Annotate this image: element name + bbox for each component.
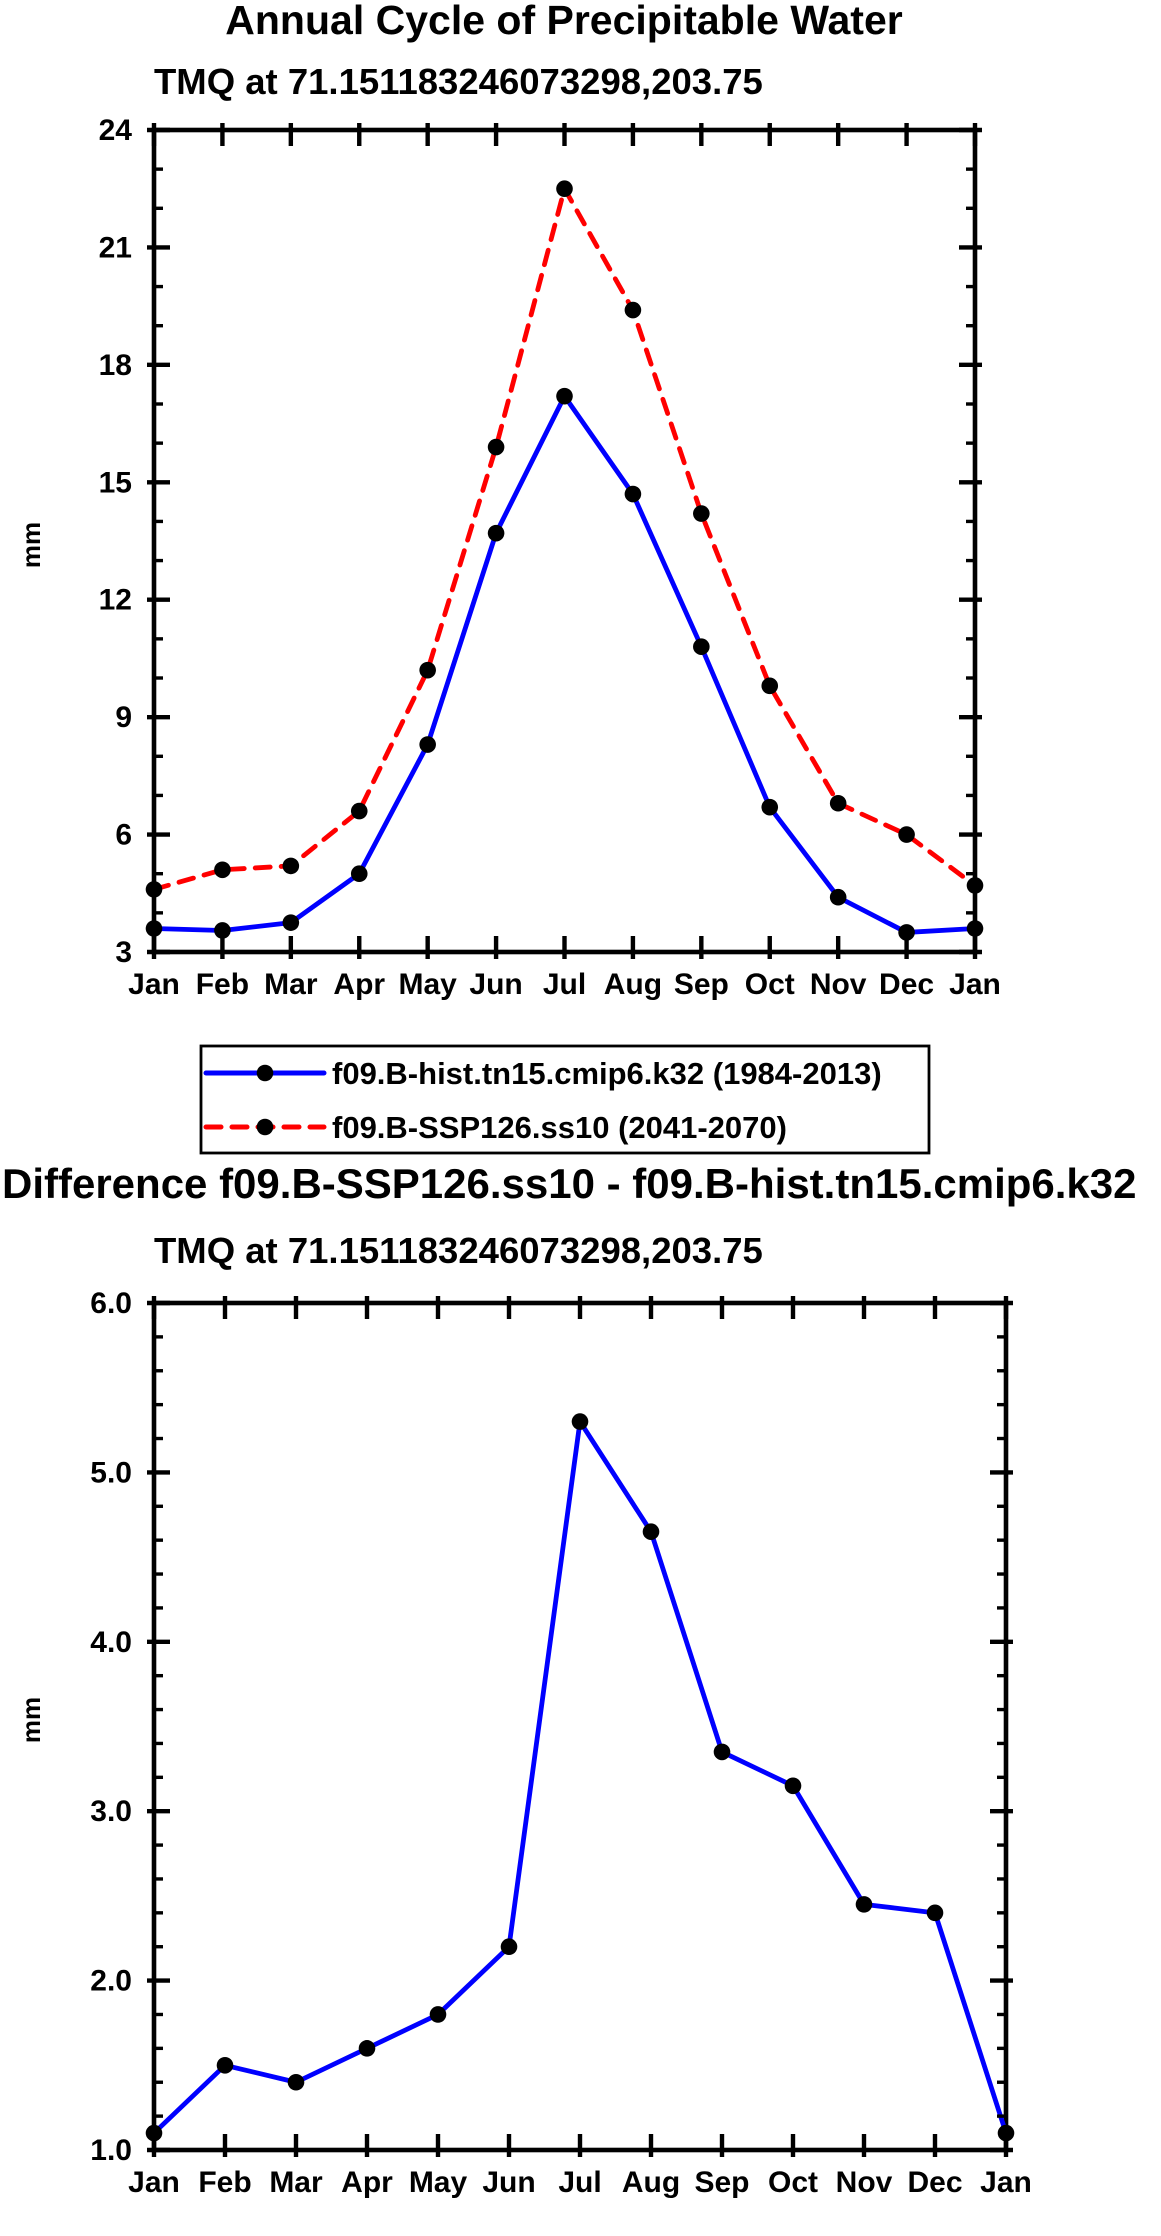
svg-text:Difference f09.B-SSP126.ss10 -: Difference f09.B-SSP126.ss10 - f09.B-his… xyxy=(2,1160,1137,1207)
svg-text:15: 15 xyxy=(99,466,132,499)
svg-text:Jan: Jan xyxy=(128,2166,180,2199)
svg-text:2.0: 2.0 xyxy=(90,1965,132,1998)
svg-text:TMQ at 71.151183246073298,203.: TMQ at 71.151183246073298,203.75 xyxy=(154,1230,763,1271)
svg-text:Jul: Jul xyxy=(558,2166,601,2199)
svg-text:Apr: Apr xyxy=(341,2166,393,2199)
svg-text:6: 6 xyxy=(115,819,132,852)
svg-text:Aug: Aug xyxy=(622,2166,680,2199)
svg-text:1.0: 1.0 xyxy=(90,2134,132,2167)
svg-text:f09.B-hist.tn15.cmip6.k32 (198: f09.B-hist.tn15.cmip6.k32 (1984-2013) xyxy=(332,1056,882,1091)
svg-text:Aug: Aug xyxy=(604,968,662,1001)
svg-text:Annual Cycle of Precipitable W: Annual Cycle of Precipitable Water xyxy=(225,0,902,43)
svg-text:24: 24 xyxy=(99,114,133,147)
svg-text:Apr: Apr xyxy=(333,968,385,1001)
svg-text:Jan: Jan xyxy=(949,968,1001,1001)
svg-text:Nov: Nov xyxy=(810,968,867,1001)
svg-text:6.0: 6.0 xyxy=(90,1287,132,1320)
svg-text:Mar: Mar xyxy=(269,2166,323,2199)
svg-text:Jan: Jan xyxy=(980,2166,1032,2199)
svg-text:3.0: 3.0 xyxy=(90,1795,132,1828)
svg-text:Jan: Jan xyxy=(128,968,180,1001)
svg-text:Jun: Jun xyxy=(469,968,522,1001)
svg-text:Oct: Oct xyxy=(745,968,795,1001)
svg-text:Jul: Jul xyxy=(543,968,586,1001)
svg-text:9: 9 xyxy=(115,701,132,734)
svg-text:TMQ at 71.151183246073298,203.: TMQ at 71.151183246073298,203.75 xyxy=(154,61,763,102)
svg-text:Dec: Dec xyxy=(879,968,934,1001)
svg-text:Nov: Nov xyxy=(836,2166,893,2199)
svg-text:5.0: 5.0 xyxy=(90,1456,132,1489)
svg-text:Mar: Mar xyxy=(264,968,318,1001)
svg-text:4.0: 4.0 xyxy=(90,1626,132,1659)
svg-text:Sep: Sep xyxy=(674,968,729,1001)
svg-text:f09.B-SSP126.ss10 (2041-2070): f09.B-SSP126.ss10 (2041-2070) xyxy=(332,1110,787,1145)
svg-text:Feb: Feb xyxy=(198,2166,251,2199)
svg-text:3: 3 xyxy=(115,936,132,969)
svg-text:Feb: Feb xyxy=(196,968,249,1001)
svg-text:12: 12 xyxy=(99,584,132,617)
svg-text:mm: mm xyxy=(16,1697,46,1743)
svg-text:May: May xyxy=(409,2166,468,2199)
svg-text:May: May xyxy=(398,968,457,1001)
svg-text:Dec: Dec xyxy=(907,2166,962,2199)
svg-text:Sep: Sep xyxy=(694,2166,749,2199)
svg-text:mm: mm xyxy=(16,522,46,568)
svg-text:21: 21 xyxy=(99,231,132,264)
svg-text:Jun: Jun xyxy=(482,2166,535,2199)
svg-text:Oct: Oct xyxy=(768,2166,818,2199)
svg-text:18: 18 xyxy=(99,349,132,382)
